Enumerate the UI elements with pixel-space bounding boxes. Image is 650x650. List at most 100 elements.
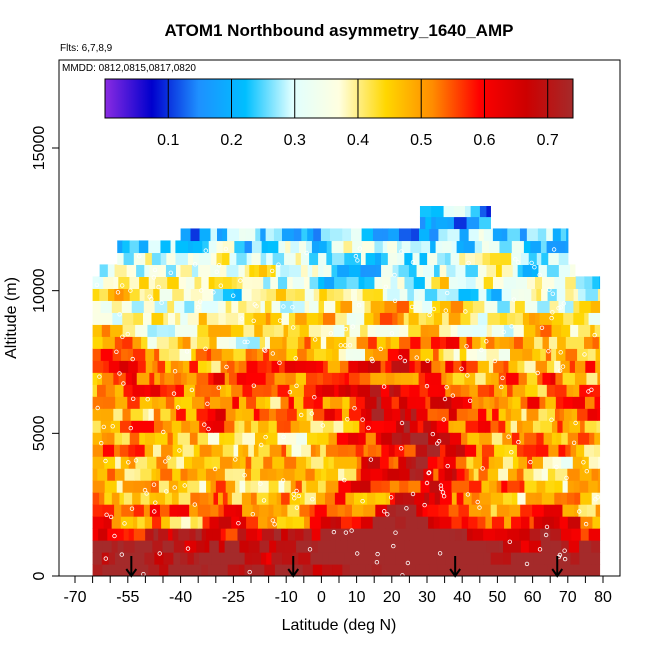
heatmap-cell (310, 420, 324, 433)
sample-point (112, 533, 117, 539)
heatmap-cell (318, 276, 325, 289)
heatmap-cell (356, 456, 362, 469)
heatmap-cell (335, 516, 342, 529)
heatmap-cell (271, 384, 279, 397)
sample-point (185, 546, 191, 551)
heatmap-cell (503, 492, 513, 505)
heatmap-cell (250, 480, 259, 493)
heatmap-cell (393, 456, 399, 469)
heatmap-cell (540, 420, 553, 433)
heatmap-cell (178, 276, 187, 289)
heatmap-cell (144, 516, 153, 529)
heatmap-cell (315, 492, 326, 505)
heatmap-cell (419, 216, 426, 230)
heatmap-cell (498, 564, 506, 576)
heatmap-cell (289, 264, 302, 277)
heatmap-cell (106, 432, 116, 445)
heatmap-cell (312, 564, 323, 576)
heatmap-cell (270, 312, 283, 325)
heatmap-cell (556, 348, 567, 361)
heatmap-cell (396, 240, 403, 254)
heatmap-cell (309, 252, 319, 266)
heatmap-cell (202, 516, 211, 529)
heatmap-cell (208, 492, 215, 505)
heatmap-cell (461, 528, 468, 541)
heatmap-cell (190, 540, 197, 553)
heatmap-cell (343, 240, 353, 254)
sample-point (562, 548, 567, 553)
heatmap-cell (551, 420, 558, 433)
sample-point (216, 385, 221, 390)
heatmap-cell (415, 444, 428, 457)
heatmap-cell (385, 516, 396, 529)
heatmap-cell (505, 420, 512, 433)
heatmap-cell (219, 456, 233, 469)
heatmap-cell (412, 252, 421, 266)
heatmap-cell (274, 564, 284, 576)
sample-point (593, 497, 598, 502)
heatmap-cell (148, 564, 160, 576)
heatmap-cell (160, 384, 168, 397)
heatmap-cell (376, 444, 382, 457)
heatmap-cell (224, 372, 230, 385)
heatmap-cell (434, 264, 441, 277)
sample-point (304, 250, 309, 256)
heatmap-cell (198, 252, 212, 266)
heatmap-cell (472, 528, 484, 541)
heatmap-cell (521, 252, 530, 266)
sample-point (441, 417, 446, 422)
heatmap-cell (415, 456, 429, 469)
heatmap-cell (576, 444, 585, 457)
heatmap-cell (554, 492, 562, 505)
heatmap-cell (153, 408, 161, 421)
heatmap-cell (220, 384, 227, 397)
heatmap-cell (175, 240, 189, 254)
heatmap-cell (189, 528, 197, 541)
heatmap-cell (559, 516, 569, 529)
heatmap-cell (594, 444, 601, 457)
sample-point (558, 305, 563, 310)
heatmap-cell (345, 492, 355, 505)
heatmap-cell (158, 396, 167, 409)
heatmap-cell (245, 456, 252, 469)
heatmap-cell (217, 228, 223, 242)
heatmap-cell (172, 432, 179, 445)
heatmap-cell (551, 348, 557, 361)
heatmap-cell (143, 312, 153, 325)
heatmap-cell (326, 336, 335, 349)
heatmap-cell (276, 540, 286, 553)
heatmap-cell (256, 492, 270, 505)
heatmap-cell (112, 348, 122, 361)
heatmap-cell (399, 360, 410, 373)
heatmap-cell (465, 276, 477, 289)
heatmap-cell (567, 432, 579, 445)
heatmap-cell (482, 252, 491, 266)
heatmap-cell (268, 504, 275, 517)
heatmap-cell (517, 492, 527, 505)
heatmap-cell (478, 396, 485, 409)
sample-point (195, 305, 201, 310)
heatmap-cell (496, 504, 510, 517)
heatmap-cell (253, 444, 260, 457)
heatmap-cell (170, 360, 179, 373)
sample-point (223, 246, 229, 252)
heatmap-cell (388, 444, 396, 457)
heatmap-cell (537, 372, 544, 385)
heatmap-cell (199, 444, 213, 457)
heatmap-cell (270, 396, 282, 409)
heatmap-cell (224, 420, 236, 433)
heatmap-cell (370, 528, 379, 541)
heatmap-cell (193, 252, 200, 266)
heatmap-cell (152, 360, 159, 373)
sample-point (357, 246, 362, 251)
heatmap-cell (428, 552, 437, 565)
heatmap-cell (92, 564, 103, 576)
heatmap-cell (229, 252, 237, 266)
heatmap-cell (123, 492, 133, 505)
heatmap-cell (382, 240, 388, 254)
heatmap-cell (535, 324, 542, 337)
heatmap-cell (385, 372, 396, 385)
heatmap-cell (531, 288, 537, 301)
heatmap-cell (317, 480, 327, 493)
heatmap-cell (275, 288, 287, 301)
